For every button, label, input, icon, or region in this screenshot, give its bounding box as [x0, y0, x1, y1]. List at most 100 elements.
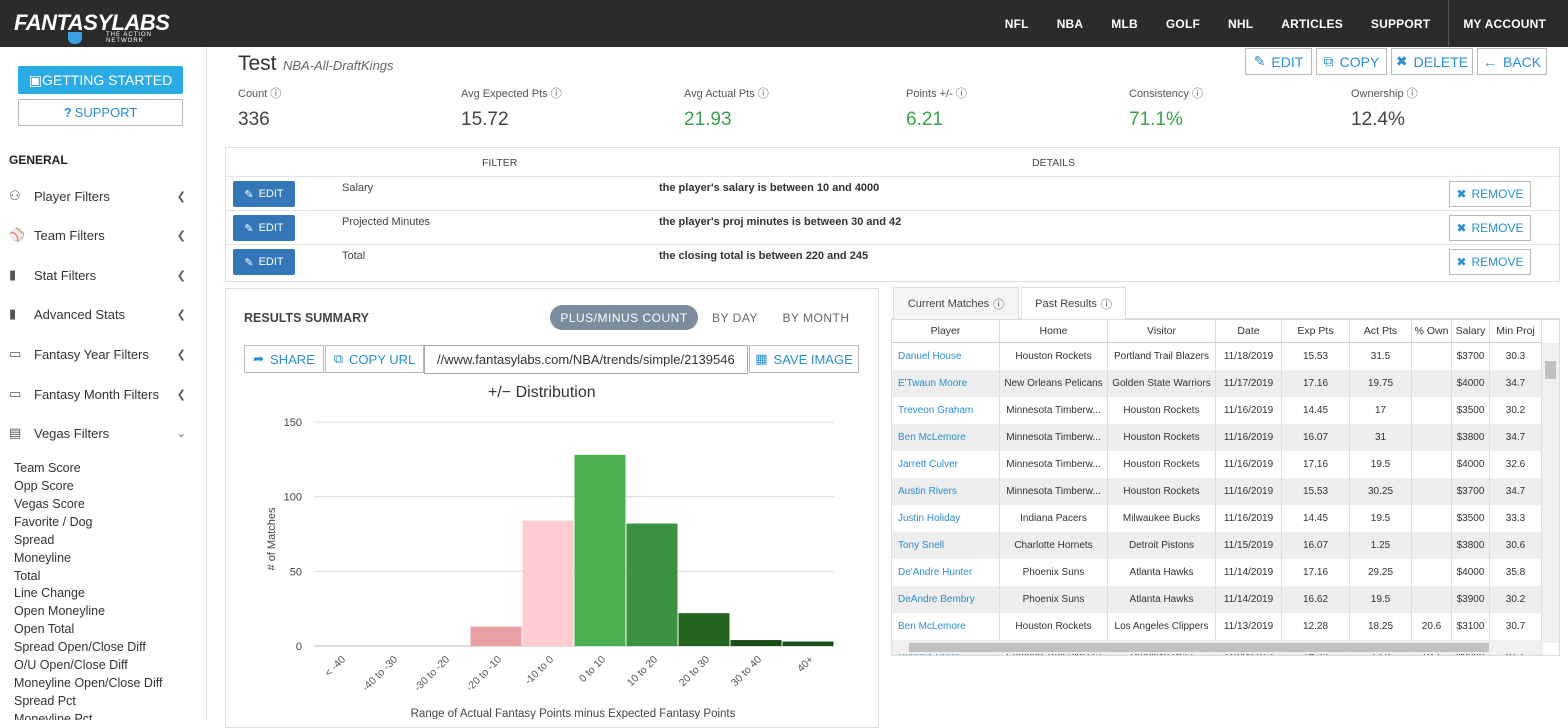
column-header[interactable]: Act Pts	[1350, 320, 1412, 343]
bar[interactable]	[730, 640, 782, 646]
vegas-sub-team-score[interactable]: Team Score	[14, 461, 81, 475]
by-month-toggle[interactable]: BY MONTH	[782, 310, 850, 325]
sidebar-item-fantasy-month-filters[interactable]: ▭ Fantasy Month Filters ❮	[9, 384, 189, 404]
nav-link-nhl[interactable]: NHL	[1228, 16, 1254, 31]
column-header[interactable]: Salary	[1452, 320, 1490, 343]
scrollbar-thumb[interactable]	[909, 643, 1489, 652]
bar[interactable]	[678, 613, 730, 646]
sidebar-item-player-filters[interactable]: ⚇ Player Filters ❮	[9, 186, 189, 206]
table-cell: 16.07	[1282, 532, 1350, 559]
column-header[interactable]: Min Proj	[1490, 320, 1542, 343]
nav-link-support[interactable]: SUPPORT	[1370, 16, 1431, 31]
table-cell: Phoenix Suns	[1000, 559, 1108, 586]
plus-minus-count-toggle[interactable]: PLUS/MINUS COUNT	[550, 305, 698, 330]
sidebar-item-vegas-filters[interactable]: ▤ Vegas Filters ⌄	[9, 423, 189, 443]
vegas-sub-open-total[interactable]: Open Total	[14, 622, 75, 636]
vegas-sub-vegas-score[interactable]: Vegas Score	[14, 497, 85, 511]
my-account-link[interactable]: MY ACCOUNT	[1463, 16, 1546, 31]
nav-link-articles[interactable]: ARTICLES	[1281, 16, 1343, 31]
column-header[interactable]: Visitor	[1108, 320, 1216, 343]
player-link[interactable]: Tony Snell	[892, 532, 1000, 559]
bar[interactable]	[626, 523, 678, 646]
player-link[interactable]: Ben McLemore	[892, 424, 1000, 451]
nav-link-nba[interactable]: NBA	[1056, 16, 1084, 31]
y-tick-label: 150	[284, 417, 302, 429]
stat-value: 15.72	[461, 109, 509, 130]
vegas-sub-moneyline[interactable]: Moneyline	[14, 551, 71, 565]
filter-remove-button[interactable]: ✖ REMOVE	[1449, 215, 1531, 241]
back-button[interactable]: ← BACK	[1477, 48, 1547, 75]
player-link[interactable]: Treveon Graham	[892, 397, 1000, 424]
vegas-sub-line-change[interactable]: Line Change	[14, 586, 85, 600]
player-link[interactable]: Austin Rivers	[892, 478, 1000, 505]
vegas-sub-favorite-dog[interactable]: Favorite / Dog	[14, 515, 93, 529]
filter-edit-button[interactable]: ✎ EDIT	[233, 215, 295, 241]
fantasylabs-logo[interactable]: FANTASYLABS THE ACTION NETWORK	[14, 10, 186, 44]
sidebar-item-fantasy-year-filters[interactable]: ▭ Fantasy Year Filters ❮	[9, 344, 189, 364]
chart-x-ticks: < -40 -40 to -30 -30 to -20 -20 to -10 -10 t…	[322, 654, 816, 694]
save-image-button[interactable]: ▦ SAVE IMAGE	[749, 345, 859, 373]
vegas-sub-moneyline-open-close-diff[interactable]: Moneyline Open/Close Diff	[14, 676, 163, 690]
vegas-sub-opp-score[interactable]: Opp Score	[14, 479, 74, 493]
player-link[interactable]: Ben McLemore	[892, 613, 1000, 640]
tab-past-results[interactable]: Past Results ⓘ	[1021, 287, 1126, 320]
info-icon[interactable]: ⓘ	[270, 88, 282, 100]
filter-edit-label: EDIT	[258, 256, 284, 268]
vegas-sub-spread[interactable]: Spread	[14, 533, 55, 547]
vegas-sub-ou-open-close-diff[interactable]: O/U Open/Close Diff	[14, 658, 128, 672]
bar[interactable]	[470, 626, 522, 646]
vegas-sub-total[interactable]: Total	[14, 569, 41, 583]
sidebar-item-team-filters[interactable]: ⚾ Team Filters ❮	[9, 225, 189, 245]
info-icon[interactable]: ⓘ	[955, 88, 967, 100]
horizontal-scrollbar[interactable]	[893, 640, 1543, 654]
edit-button[interactable]: ✎ EDIT	[1245, 48, 1312, 75]
column-header[interactable]: Exp Pts	[1282, 320, 1350, 343]
filter-remove-button[interactable]: ✖ REMOVE	[1449, 181, 1531, 207]
filter-details: the player's proj minutes is between 30 …	[659, 216, 902, 228]
tab-current-matches[interactable]: Current Matches ⓘ	[893, 287, 1019, 319]
by-day-toggle[interactable]: BY DAY	[712, 310, 758, 325]
player-link[interactable]: Justin Holiday	[892, 505, 1000, 532]
filter-edit-button[interactable]: ✎ EDIT	[233, 249, 295, 275]
vegas-sub-open-moneyline[interactable]: Open Moneyline	[14, 604, 106, 618]
vegas-sub-moneyline-pct[interactable]: Moneyline Pct	[14, 712, 93, 720]
main-nav: NFL NBA MLB GOLF NHL ARTICLES SUPPORT MY…	[991, 0, 1568, 47]
delete-button[interactable]: ✖ DELETE	[1391, 48, 1473, 75]
share-url-field[interactable]: //www.fantasylabs.com/NBA/trends/simple/…	[424, 345, 748, 374]
column-header[interactable]: Home	[1000, 320, 1108, 343]
filter-remove-button[interactable]: ✖ REMOVE	[1449, 249, 1531, 275]
sidebar-item-label: Fantasy Year Filters	[34, 346, 149, 362]
info-icon[interactable]: ⓘ	[1191, 88, 1203, 100]
sidebar-section-title: GENERAL	[9, 153, 68, 167]
sidebar-item-advanced-stats[interactable]: ▮ Advanced Stats ❮	[9, 304, 189, 324]
player-link[interactable]: E'Twaun Moore	[892, 370, 1000, 397]
nav-link-golf[interactable]: GOLF	[1165, 16, 1201, 31]
player-link[interactable]: Jarrett Culver	[892, 451, 1000, 478]
bar[interactable]	[522, 520, 574, 646]
copy-url-button[interactable]: ⧉ COPY URL	[325, 345, 424, 373]
vegas-sub-spread-open-close-diff[interactable]: Spread Open/Close Diff	[14, 640, 146, 654]
support-button[interactable]: ? SUPPORT	[18, 99, 183, 126]
stat-ownership: Ownership ⓘ 12.4%	[1351, 85, 1418, 131]
player-link[interactable]: Danuel House	[892, 343, 1000, 370]
column-header[interactable]: Player	[892, 320, 1000, 343]
getting-started-button[interactable]: ▣ GETTING STARTED	[18, 66, 183, 94]
info-icon[interactable]: ⓘ	[1406, 88, 1418, 100]
sidebar-item-stat-filters[interactable]: ▮ Stat Filters ❮	[9, 265, 189, 285]
player-link[interactable]: De'Andre Hunter	[892, 559, 1000, 586]
info-icon[interactable]: ⓘ	[550, 88, 562, 100]
nav-link-nfl[interactable]: NFL	[1004, 16, 1029, 31]
player-link[interactable]: DeAndre Bembry	[892, 586, 1000, 613]
vertical-scrollbar[interactable]	[1542, 343, 1559, 643]
column-header[interactable]: % Own	[1412, 320, 1452, 343]
info-icon[interactable]: ⓘ	[757, 88, 769, 100]
column-header[interactable]: Date	[1216, 320, 1282, 343]
bar[interactable]	[574, 454, 626, 646]
bar[interactable]	[782, 641, 834, 646]
filter-edit-button[interactable]: ✎ EDIT	[233, 181, 295, 207]
share-button[interactable]: ➦ SHARE	[244, 345, 324, 373]
nav-link-mlb[interactable]: MLB	[1111, 16, 1138, 31]
vegas-sub-spread-pct[interactable]: Spread Pct	[14, 694, 76, 708]
scrollbar-thumb[interactable]	[1545, 361, 1556, 379]
copy-button[interactable]: ⧉ COPY	[1316, 48, 1387, 75]
